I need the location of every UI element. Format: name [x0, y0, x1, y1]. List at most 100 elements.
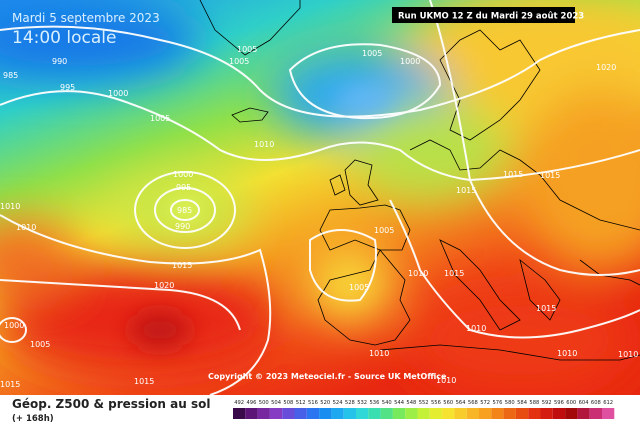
color-scale: 492 496 500 504 508 512 516 520 524 528 532 536 540 5… — [233, 400, 615, 419]
scale-swatch — [282, 408, 295, 419]
scale-swatch — [269, 408, 283, 419]
scale-swatch — [417, 408, 430, 419]
scale-swatch — [294, 408, 307, 419]
isobar-label: 1005 — [349, 283, 369, 292]
scale-swatch — [380, 408, 393, 419]
scale-label: 556 — [431, 400, 441, 406]
date: Mardi 5 septembre 2023 — [12, 11, 160, 25]
scale-swatch — [552, 408, 566, 419]
coastlines — [199, 0, 640, 361]
scale-swatch — [429, 408, 443, 419]
isobar-label: 1020 — [154, 281, 174, 290]
scale-label: 564 — [456, 400, 467, 406]
isobar-label: 1005 — [30, 340, 50, 349]
footer-title: Géop. Z500 & pression au sol — [12, 397, 210, 411]
scale-swatch — [405, 408, 418, 419]
isobar-label: 1010 — [436, 376, 456, 385]
scale-label: 536 — [369, 400, 379, 406]
scale-label: 604 — [579, 400, 590, 406]
scale-label: 560 — [443, 400, 453, 406]
isobar-label: 1010 — [0, 202, 20, 211]
isobar-label: 1000 — [400, 57, 420, 66]
isobar-label: 1005 — [229, 57, 249, 66]
lead-time: (+ 168h) — [12, 414, 54, 424]
isobar-label: 1010 — [466, 324, 486, 333]
isobar-label: 1015 — [503, 170, 523, 179]
scale-label: 580 — [505, 400, 515, 406]
scale-swatch — [442, 408, 455, 419]
isobar-label: 1015 — [456, 186, 476, 195]
isobar-label: 1005 — [362, 49, 382, 58]
isobar-label: 1010 — [254, 140, 274, 149]
isobars — [0, 0, 640, 395]
isobar-label: 1000 — [173, 170, 193, 179]
scale-swatch — [540, 408, 553, 419]
isobar-label: 1005 — [374, 226, 394, 235]
scale-swatch — [491, 408, 504, 419]
scale-label: 500 — [259, 400, 269, 406]
scale-label: 540 — [382, 400, 392, 406]
scale-label: 524 — [333, 400, 344, 406]
scale-label: 576 — [492, 400, 502, 406]
scale-swatch — [479, 408, 492, 419]
scale-label: 612 — [603, 400, 613, 406]
scale-label: 508 — [283, 400, 293, 406]
scale-label: 584 — [517, 400, 528, 406]
isobar-label: 1005 — [150, 114, 170, 123]
isobar-label: 1005 — [237, 45, 257, 54]
scale-swatch — [245, 408, 258, 419]
isobar-label: 1015 — [444, 269, 464, 278]
scale-label: 552 — [419, 400, 429, 406]
scale-label: 548 — [406, 400, 416, 406]
scale-label: 504 — [271, 400, 282, 406]
isobar-label: 1010 — [16, 223, 36, 232]
scale-label: 600 — [566, 400, 576, 406]
scale-label: 572 — [480, 400, 490, 406]
scale-swatch — [589, 408, 602, 419]
scale-swatch — [503, 408, 516, 419]
scale-swatch — [466, 408, 479, 419]
isobar-label: 985 — [3, 71, 18, 80]
isobar-label: 1015 — [0, 380, 20, 389]
scale-label: 588 — [529, 400, 539, 406]
scale-label: 592 — [542, 400, 552, 406]
time: 14:00 locale — [12, 28, 116, 48]
scale-swatch — [528, 408, 541, 419]
scale-label: 516 — [308, 400, 318, 406]
scale-swatch — [515, 408, 529, 419]
scale-label: 512 — [296, 400, 306, 406]
scale-label: 596 — [554, 400, 564, 406]
isobar-label: 1010 — [408, 269, 428, 278]
isobar-label: 1020 — [596, 63, 616, 72]
isobar-label: 1015 — [536, 304, 556, 313]
scale-label: 532 — [357, 400, 367, 406]
scale-label: 608 — [591, 400, 601, 406]
scale-label: 528 — [345, 400, 355, 406]
isobar-label: 995 — [176, 183, 191, 192]
isobar-label: 990 — [52, 57, 67, 66]
isobar-label: 990 — [175, 222, 190, 231]
isobar-label: 1000 — [108, 89, 128, 98]
copyright: Copyright © 2023 Meteociel.fr - Source U… — [208, 372, 447, 381]
scale-label: 496 — [246, 400, 256, 406]
isobar-label: 1010 — [557, 349, 577, 358]
isobar-label: 1000 — [4, 321, 24, 330]
scale-swatch — [319, 408, 332, 419]
scale-label: 544 — [394, 400, 405, 406]
isobar-label: 1015 — [134, 377, 154, 386]
isobar-label: 1015 — [540, 171, 560, 180]
scale-swatch — [602, 408, 615, 419]
scale-swatch — [565, 408, 578, 419]
scale-label: 568 — [468, 400, 478, 406]
scale-swatch — [343, 408, 356, 419]
scale-swatch — [356, 408, 369, 419]
isobar-label: 985 — [177, 206, 192, 215]
run-box — [392, 7, 575, 23]
scale-swatch — [233, 408, 246, 419]
scale-label: 492 — [234, 400, 244, 406]
scale-swatch — [368, 408, 381, 419]
isobar-label: 995 — [60, 83, 75, 92]
isobar-label: 1015 — [172, 261, 192, 270]
scale-swatch — [257, 408, 270, 419]
